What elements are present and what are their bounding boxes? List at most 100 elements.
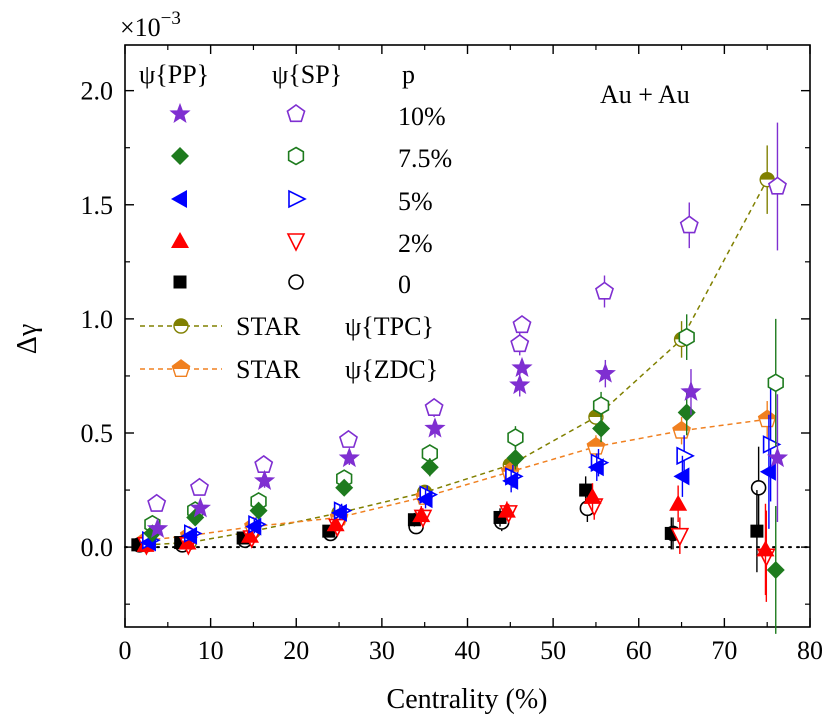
data-point — [766, 560, 785, 579]
data-point — [330, 503, 347, 522]
data-point — [592, 419, 611, 438]
legend-label: ψ{TPC} — [345, 312, 434, 341]
axes-layer: 0 10 20 30 40 50 60 70 80 0.0 0.5 1.0 1.5 2.0 — [81, 44, 823, 665]
data-point — [583, 487, 602, 504]
data-point — [510, 334, 530, 353]
legend-marker — [173, 275, 187, 289]
data-point — [181, 526, 198, 545]
data-point — [338, 446, 360, 468]
legend-label: 2% — [398, 229, 433, 258]
x-tick-label: 20 — [283, 636, 309, 665]
data-point — [338, 429, 358, 448]
legend-label: 0 — [398, 270, 411, 299]
legend-marker — [288, 274, 304, 290]
data-point — [759, 462, 776, 481]
x-tick-label: 30 — [369, 636, 395, 665]
legend-marker — [511, 356, 533, 378]
data-point — [146, 517, 169, 538]
legend-header: ψ{SP} — [272, 60, 342, 89]
legend-marker — [169, 102, 191, 124]
data-point — [178, 533, 197, 550]
data-point — [147, 493, 167, 512]
data-point — [672, 420, 691, 439]
x-tick-label: 10 — [198, 636, 224, 665]
x-tick-label: 0 — [119, 636, 132, 665]
x-tick-label: 50 — [540, 636, 566, 665]
y-scale-exponent: −3 — [161, 8, 181, 29]
legend-marker — [171, 232, 189, 248]
data-point — [750, 479, 767, 496]
data-point — [594, 281, 615, 300]
x-tick-label: 40 — [455, 636, 481, 665]
legend-marker — [512, 315, 532, 334]
data-point — [253, 469, 276, 490]
data-point — [757, 409, 777, 428]
data-point — [680, 380, 702, 401]
legend-header: ψ{PP} — [139, 60, 209, 89]
data-point — [762, 435, 782, 454]
data-point — [412, 506, 431, 523]
legend-marker — [171, 190, 187, 208]
data-point — [335, 478, 354, 497]
y-tick-label: 0.0 — [81, 533, 114, 562]
series-line — [146, 418, 768, 542]
data-point — [189, 477, 209, 496]
legend-label: 10% — [398, 102, 446, 131]
legend-marker — [173, 318, 189, 334]
data-point — [594, 362, 616, 383]
legend-label: 5% — [398, 187, 433, 216]
data-point — [245, 517, 262, 536]
legend-label: STAR — [236, 355, 301, 384]
x-tick-label: 60 — [626, 636, 652, 665]
data-point — [249, 501, 268, 520]
legend-marker-fill — [174, 319, 188, 326]
legend-label: STAR — [236, 312, 301, 341]
data-point — [670, 527, 690, 547]
y-tick-label: 1.0 — [81, 305, 114, 334]
data-point — [189, 497, 211, 518]
data-point — [509, 373, 531, 395]
data-point — [592, 396, 610, 416]
data-point — [497, 501, 516, 518]
legend-label: ψ{ZDC} — [345, 355, 438, 384]
legend-marker — [171, 147, 189, 165]
data-point — [506, 449, 525, 468]
data-point-fill — [758, 410, 776, 420]
data-point — [502, 471, 519, 490]
data-point — [673, 467, 690, 486]
data-point — [507, 428, 524, 447]
data-point — [679, 215, 699, 234]
annotation-text: Au + Au — [600, 80, 690, 109]
data-point — [677, 403, 696, 422]
data-point — [424, 397, 444, 416]
data-point — [241, 526, 260, 543]
data-point — [254, 454, 274, 474]
x-tick-label: 70 — [711, 636, 737, 665]
data-point — [326, 515, 345, 532]
data-point — [420, 458, 439, 477]
data-point — [678, 327, 695, 347]
legend-marker-fill — [172, 360, 190, 369]
data-point-fill — [673, 421, 691, 431]
legend: ψ{PP} ψ{SP} p 10% 7.5% 5% 2% 0 STAR ψ{TPC} STAR ψ{Z… — [139, 60, 533, 384]
y-tick-label: 2.0 — [81, 77, 114, 106]
y-axis-title: Δγ — [12, 324, 43, 354]
data-layer — [131, 122, 789, 634]
data-point — [676, 446, 695, 466]
data-point — [579, 483, 593, 497]
legend-marker — [171, 359, 191, 377]
legend-marker — [286, 233, 306, 252]
legend-label: 7.5% — [398, 144, 452, 173]
x-tick-label: 80 — [797, 636, 823, 665]
data-point — [416, 490, 433, 509]
y-tick-label: 1.5 — [81, 191, 114, 220]
plot-frame — [124, 44, 811, 628]
data-point — [766, 446, 789, 468]
x-axis-title: Centrality (%) — [387, 684, 548, 715]
y-scale-label: ×10−3 — [120, 8, 181, 42]
data-point-fill — [587, 437, 605, 447]
data-point — [750, 524, 764, 538]
data-point-fill — [760, 172, 775, 180]
legend-marker — [287, 146, 305, 166]
